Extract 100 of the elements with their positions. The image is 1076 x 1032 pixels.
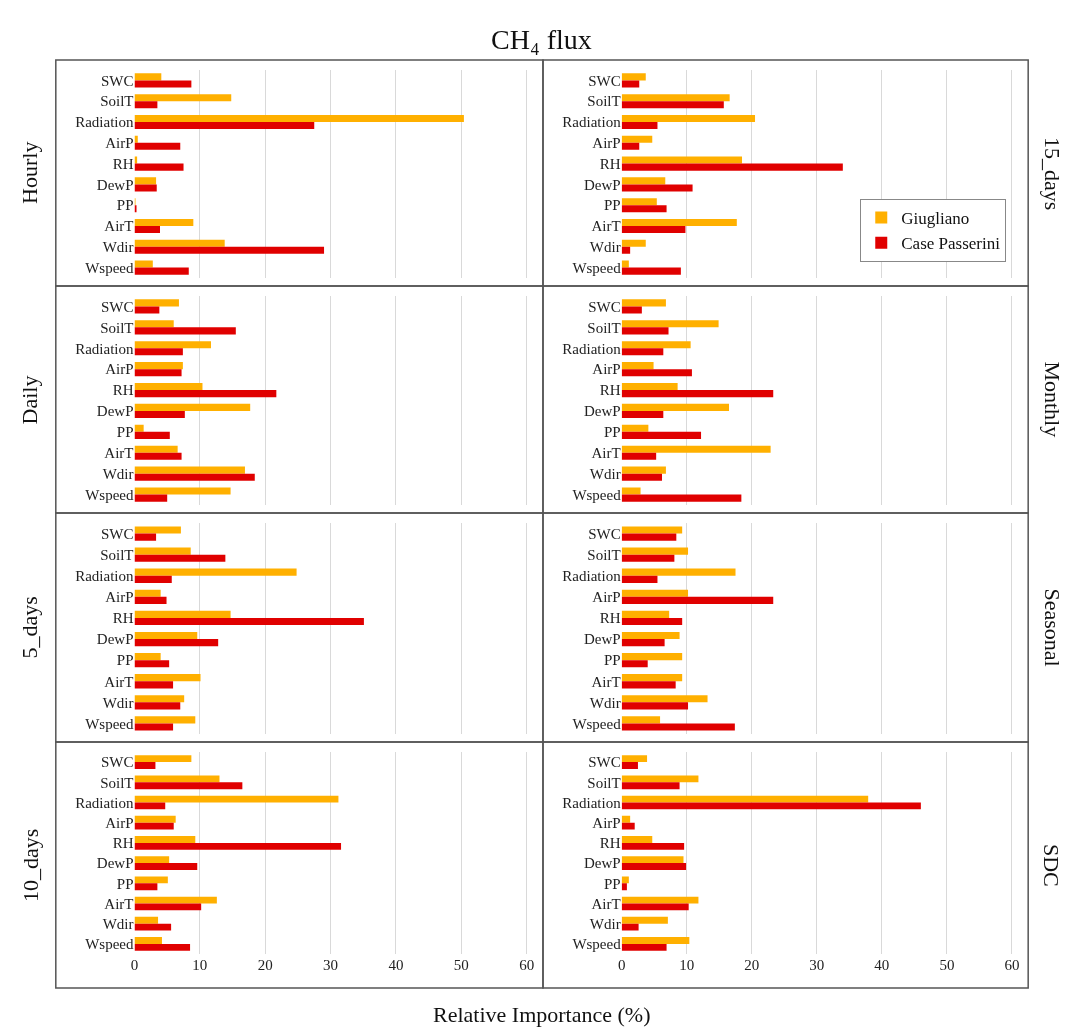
y-tick-label: PP (604, 197, 621, 214)
y-tick-label: DewP (96, 855, 134, 872)
bar (134, 246, 325, 254)
legend-label: Case Passerini (901, 234, 1001, 254)
bar (621, 80, 640, 88)
y-tick-label: SoilT (587, 319, 621, 336)
bar (134, 410, 185, 419)
bar (621, 876, 629, 884)
bar (621, 822, 635, 830)
bar (134, 652, 161, 661)
bar (621, 410, 664, 419)
y-tick-label: SWC (588, 72, 621, 89)
y-tick-label: Radiation (562, 568, 622, 584)
bar (134, 639, 219, 647)
bar (621, 246, 631, 254)
bar (621, 218, 737, 226)
bar (621, 554, 675, 562)
bar (621, 101, 724, 109)
bar (621, 114, 756, 122)
y-tick-label: Wspeed (572, 936, 622, 953)
y-tick-label: SWC (588, 754, 621, 771)
bar (621, 452, 657, 460)
bar (134, 445, 178, 453)
bar (621, 184, 693, 192)
y-tick-label: AirP (105, 361, 134, 378)
y-tick-label: AirP (105, 135, 134, 152)
bar (134, 142, 181, 150)
bar (134, 80, 192, 88)
bar (621, 923, 639, 931)
x-tick-label: 60 (519, 957, 535, 973)
y-tick-label: Wdir (589, 915, 621, 932)
bar (621, 723, 735, 731)
y-tick-label: AirP (592, 135, 621, 152)
bar (134, 568, 297, 576)
bar (134, 617, 364, 626)
bar (134, 403, 251, 411)
bar (621, 589, 689, 597)
bar (621, 815, 631, 823)
y-tick-label: Wdir (589, 239, 621, 256)
y-tick-label: PP (116, 652, 134, 669)
y-tick-label: Radiation (75, 794, 135, 811)
bar (621, 94, 730, 102)
bar (134, 883, 158, 891)
bar (621, 660, 648, 668)
bar (621, 937, 690, 944)
bar (621, 856, 684, 864)
y-tick-label: DewP (96, 176, 134, 193)
y-tick-label: AirP (592, 361, 621, 378)
bar (134, 101, 158, 109)
y-tick-label: DewP (584, 855, 621, 872)
y-tick-label: SWC (101, 298, 134, 315)
bar (621, 575, 658, 583)
y-tick-label: AirT (104, 673, 134, 690)
bar (621, 494, 742, 502)
bar (134, 184, 157, 192)
bar (134, 348, 183, 356)
bar (621, 755, 648, 763)
y-tick-label: Wdir (102, 239, 134, 256)
bar (134, 795, 339, 803)
y-tick-label: DewP (584, 403, 621, 420)
y-tick-label: Radiation (562, 340, 622, 357)
y-tick-label: Wdir (102, 694, 134, 711)
bar (621, 369, 692, 377)
bar (134, 424, 144, 432)
bar (621, 883, 627, 891)
y-tick-label: AirT (104, 218, 134, 235)
bar (621, 267, 681, 275)
y-tick-label: PP (116, 875, 134, 892)
bar (621, 639, 665, 647)
bar (621, 863, 687, 870)
y-tick-label: AirT (591, 218, 621, 235)
bar (621, 135, 653, 143)
y-tick-label: RH (112, 155, 134, 172)
bar (621, 836, 653, 843)
bar (134, 856, 170, 864)
y-tick-label: RH (112, 835, 134, 852)
bar (134, 452, 182, 460)
bar (621, 596, 774, 605)
y-axis-title: Daily (17, 375, 43, 425)
y-tick-label: DewP (96, 631, 134, 648)
bar (621, 163, 843, 171)
bar (134, 177, 157, 185)
legend-label: Giugliano (901, 209, 970, 229)
bar (621, 431, 702, 439)
bar (621, 299, 666, 307)
bar (134, 547, 191, 555)
bar (621, 775, 699, 783)
bar (134, 73, 162, 81)
bar (134, 755, 192, 763)
bar (621, 782, 680, 790)
y-axis-title: Monthly (1039, 361, 1065, 438)
bar (134, 369, 182, 377)
bar (621, 177, 666, 185)
bar (134, 896, 217, 904)
bar (621, 652, 683, 661)
bar (621, 526, 683, 534)
x-axis-title: Relative Importance (%) (433, 1002, 651, 1027)
bar (134, 114, 464, 122)
y-tick-label: AirT (591, 445, 621, 461)
bar (134, 306, 160, 314)
